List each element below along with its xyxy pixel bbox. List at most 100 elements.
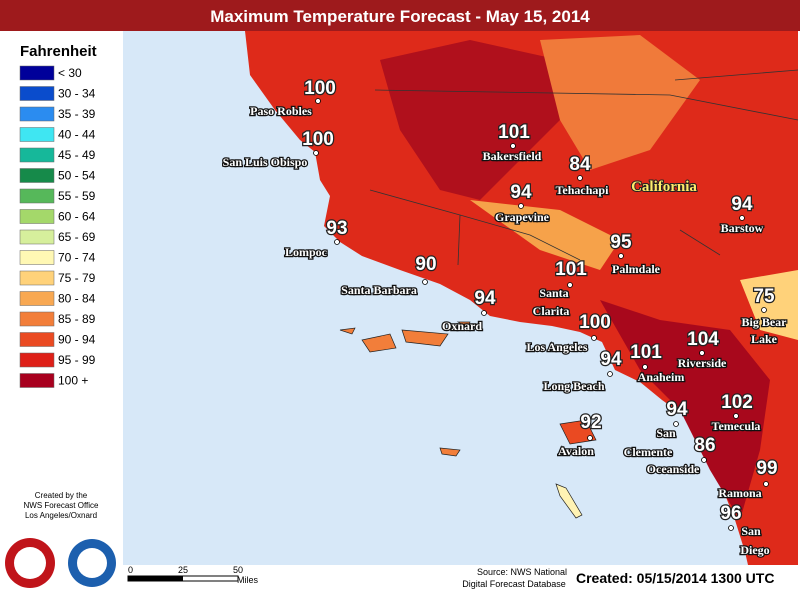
cities: 100 Paso Robles 100 San Luis Obispo 101 Baker… bbox=[221, 77, 788, 559]
city-name: Bakersfield bbox=[483, 149, 542, 163]
legend-label: 75 - 79 bbox=[58, 271, 96, 285]
legend-swatch bbox=[19, 147, 55, 163]
nws-logo bbox=[14, 547, 46, 579]
city-dot bbox=[761, 307, 767, 313]
legend-swatch bbox=[19, 106, 55, 122]
title-bar bbox=[0, 0, 800, 31]
legend-swatch bbox=[19, 86, 55, 101]
legend-swatch bbox=[19, 373, 55, 388]
city-temp: 96 bbox=[720, 503, 741, 524]
legend-swatch bbox=[19, 270, 55, 286]
city-name: Clemente bbox=[624, 445, 673, 459]
mountains bbox=[740, 270, 798, 340]
city-dot bbox=[699, 350, 705, 356]
city-name: Riverside bbox=[678, 356, 727, 370]
city-temp: 93 bbox=[326, 218, 347, 239]
city-temp: 84 bbox=[569, 154, 591, 175]
legend-swatch bbox=[19, 229, 55, 245]
legend-label: < 30 bbox=[58, 66, 82, 80]
legend-label: 30 - 34 bbox=[58, 87, 96, 101]
legend-swatch bbox=[19, 291, 55, 306]
city-name: Long Beach bbox=[543, 379, 604, 393]
legend-swatch bbox=[19, 311, 55, 327]
city-name: San Luis Obispo bbox=[223, 155, 308, 169]
valley-heat bbox=[380, 40, 600, 200]
legend-swatch bbox=[19, 65, 55, 81]
credit-line: NWS Forecast Office bbox=[24, 501, 100, 510]
legend-label: 35 - 39 bbox=[58, 107, 96, 121]
city-name: Big Bear bbox=[742, 315, 788, 329]
city-name: Lake bbox=[751, 332, 778, 346]
city-dot bbox=[618, 253, 624, 259]
city-temp: 104 bbox=[687, 329, 719, 350]
city-dot bbox=[518, 203, 524, 209]
city-dot bbox=[642, 364, 648, 370]
island bbox=[555, 483, 583, 519]
city-temp: 94 bbox=[666, 399, 688, 420]
legend-label: 95 - 99 bbox=[58, 353, 96, 367]
legend-label: 50 - 54 bbox=[58, 169, 96, 183]
legend-label: 70 - 74 bbox=[58, 251, 96, 265]
city-dot bbox=[763, 481, 769, 487]
scale-bar: Miles 0 25 50 bbox=[127, 565, 259, 585]
source: Source: NWS National bbox=[477, 567, 567, 577]
city-dot bbox=[587, 435, 593, 441]
legend-label: 80 - 84 bbox=[58, 292, 96, 306]
channel-islands bbox=[339, 321, 471, 353]
legend-label: 90 - 94 bbox=[58, 333, 96, 347]
city-dot bbox=[607, 371, 613, 377]
scale-unit: Miles bbox=[237, 575, 259, 585]
city-name: Clarita bbox=[533, 304, 570, 318]
legend-label: 40 - 44 bbox=[58, 128, 96, 142]
city-dot bbox=[567, 282, 573, 288]
city-dot bbox=[315, 98, 321, 104]
city-name: Temecula bbox=[712, 419, 761, 433]
city-temp: 90 bbox=[415, 254, 436, 275]
inland-heat bbox=[600, 300, 770, 520]
city-temp: 100 bbox=[302, 129, 334, 150]
noaa-logo bbox=[77, 548, 107, 578]
legend-swatch bbox=[19, 209, 55, 224]
city-temp: 101 bbox=[630, 342, 662, 363]
legend-swatch bbox=[19, 250, 55, 265]
title: Maximum Temperature Forecast - May 15, 2… bbox=[210, 7, 590, 26]
source: Digital Forecast Database bbox=[462, 579, 566, 589]
city-dot bbox=[739, 215, 745, 221]
city-name: Oxnard bbox=[442, 319, 482, 333]
city-dot bbox=[422, 279, 428, 285]
city-temp: 94 bbox=[600, 349, 622, 370]
legend-swatch bbox=[19, 332, 55, 347]
legend-swatch bbox=[19, 352, 55, 368]
city-dot bbox=[313, 150, 319, 156]
city-name: Santa bbox=[539, 286, 568, 300]
city-temp: 94 bbox=[731, 194, 753, 215]
city-name: Lompoc bbox=[285, 245, 328, 259]
legend-label: 55 - 59 bbox=[58, 189, 96, 203]
created: Created: 05/15/2014 1300 UTC bbox=[576, 570, 774, 586]
county-lines bbox=[369, 69, 799, 266]
credit-line: Created by the bbox=[35, 491, 88, 500]
legend-label: 45 - 49 bbox=[58, 148, 96, 162]
city-temp: 100 bbox=[304, 78, 336, 99]
city-name: Oceanside bbox=[647, 462, 700, 476]
city-name: Los Angeles bbox=[526, 340, 587, 354]
city-temp: 75 bbox=[753, 286, 775, 307]
region-label: California bbox=[631, 179, 697, 195]
city-temp: 101 bbox=[498, 122, 530, 143]
city-dot bbox=[733, 413, 739, 419]
mountains bbox=[470, 200, 620, 270]
city-name: San bbox=[656, 426, 676, 440]
legend: < 30 30 - 34 35 - 39 40 - 44 45 - 49 50 - 54 5… bbox=[19, 65, 96, 388]
city-name: Avalon bbox=[558, 444, 594, 458]
map: California bbox=[123, 31, 799, 565]
city-name: Santa Barbara bbox=[341, 283, 417, 297]
city-temp: 99 bbox=[756, 458, 777, 479]
scale-tick-label: 25 bbox=[178, 565, 188, 575]
scale-tick-label: 50 bbox=[233, 565, 243, 575]
city-name: Tehachapi bbox=[556, 183, 610, 197]
scale-bar-segment bbox=[128, 576, 183, 581]
city-name: Barstow bbox=[721, 221, 764, 235]
city-temp: 102 bbox=[721, 392, 753, 413]
legend-label: 65 - 69 bbox=[58, 230, 96, 244]
